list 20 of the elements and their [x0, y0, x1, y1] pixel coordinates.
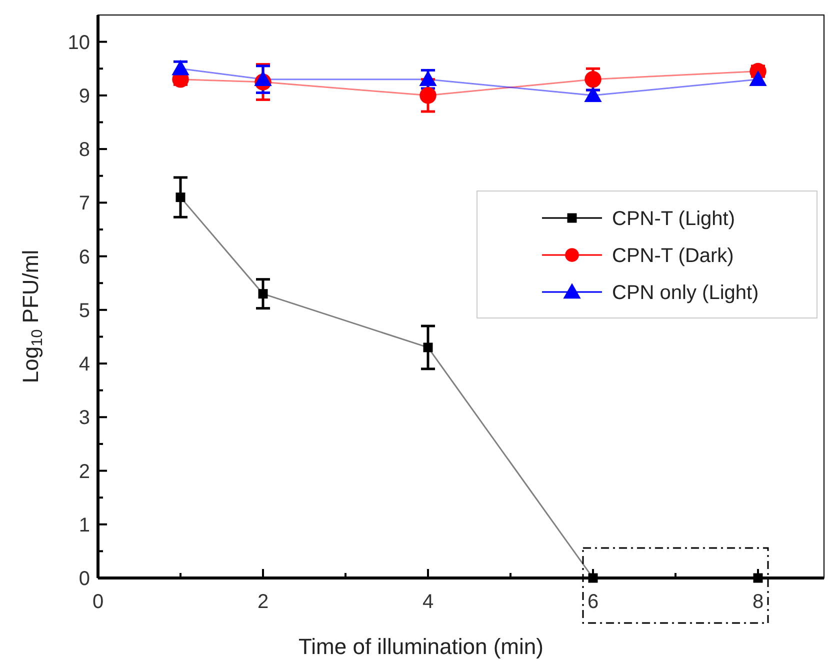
y-tick-label: 1 [78, 514, 90, 536]
y-tick-label: 2 [78, 460, 90, 483]
legend-label: CPN only (Light) [612, 282, 759, 304]
legend-label: CPN-T (Light) [612, 208, 735, 230]
y-tick-label: 10 [68, 32, 90, 54]
y-tick-label: 3 [78, 407, 90, 430]
y-tick-label: 7 [78, 192, 90, 215]
x-axis-title: Time of illumination (min) [298, 634, 544, 659]
legend-label: CPN-T (Dark) [612, 245, 734, 267]
y-tick-label: 4 [78, 354, 90, 376]
y-tick-label: 9 [78, 85, 90, 108]
x-tick-label: 4 [422, 591, 434, 613]
y-tick-label: 8 [78, 139, 90, 162]
x-tick-label: 2 [257, 591, 269, 613]
x-tick-label: 6 [587, 591, 599, 613]
x-tick-label: 8 [752, 591, 764, 613]
y-tick-label: 5 [78, 300, 90, 322]
x-tick-label: 0 [92, 591, 104, 613]
y-tick-label: 0 [78, 568, 90, 590]
y-tick-label: 6 [78, 246, 90, 268]
